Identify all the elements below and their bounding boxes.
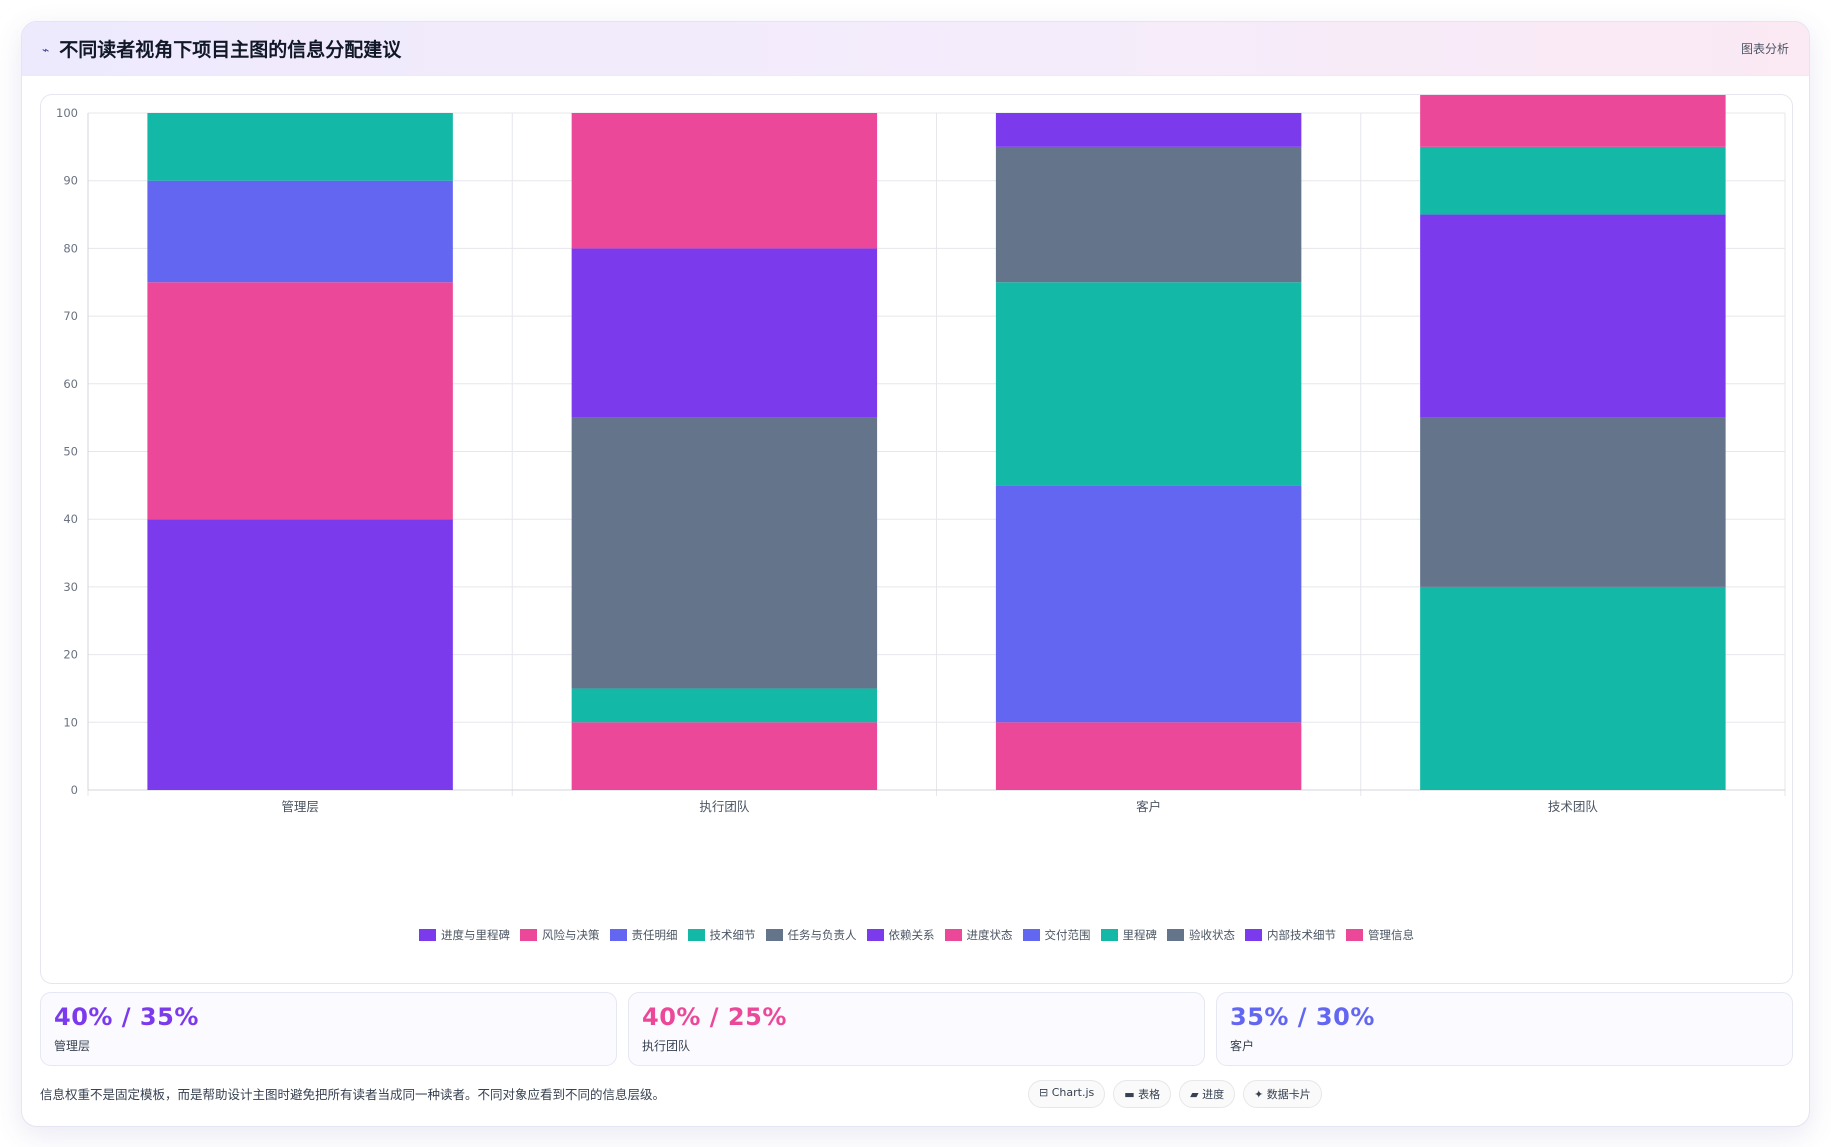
stat-value: 40% / 35% (54, 1003, 199, 1031)
bar-segment (1420, 417, 1726, 587)
bar-segment (995, 282, 1302, 486)
y-tick-label: 50 (63, 445, 78, 459)
legend-swatch (609, 929, 627, 941)
bar-segment (1420, 95, 1726, 147)
bar-segment (1420, 586, 1726, 790)
stat-value: 35% / 30% (1230, 1003, 1375, 1031)
legend-label: 管理信息 (1368, 928, 1414, 942)
y-tick-label: 10 (63, 715, 78, 729)
chart-container: 0 10 20 30 40 50 60 70 80 90 100 管理层 执行团队 客户 技术团队 进度与里… (40, 94, 1793, 984)
y-tick-label: 40 (63, 512, 78, 526)
legend-swatch (1346, 929, 1363, 941)
legend-swatch (419, 929, 436, 941)
y-tick-label: 60 (63, 377, 78, 391)
legend-item[interactable]: 里程碑 (1100, 927, 1158, 943)
legend-item[interactable]: 技术细节 (687, 927, 756, 943)
legend-label: 验收状态 (1189, 928, 1235, 942)
legend-swatch (1022, 929, 1040, 941)
legend-swatch (765, 929, 783, 941)
legend-item[interactable]: 依赖关系 (866, 927, 935, 943)
legend-swatch (944, 929, 962, 941)
legend-swatch (1245, 929, 1262, 941)
stat-card: 40% / 25% 执行团队 (628, 992, 1205, 1066)
x-tick-label: 执行团队 (699, 799, 750, 814)
legend-swatch (866, 929, 884, 941)
legend-label: 里程碑 (1122, 928, 1158, 942)
stat-card: 35% / 30% 客户 (1216, 992, 1793, 1066)
legend-label: 进度状态 (966, 928, 1013, 942)
bar-segment (995, 113, 1302, 147)
header-tag[interactable]: 图表分析 (1740, 42, 1789, 56)
bar-segment (571, 417, 878, 689)
footer-chip[interactable]: ✦ 数据卡片 (1243, 1080, 1322, 1108)
x-tick-label: 管理层 (281, 799, 319, 814)
legend-label: 技术细节 (709, 928, 756, 942)
bar-segment (995, 146, 1302, 283)
y-tick-label: 90 (63, 174, 78, 188)
legend-label: 任务与负责人 (787, 928, 857, 942)
bar-segment (1420, 146, 1726, 215)
y-tick-label: 20 (63, 648, 78, 662)
bar-segment (571, 113, 878, 249)
y-tick-label: 30 (63, 580, 78, 594)
legend-item[interactable]: 进度与里程碑 (419, 927, 510, 943)
legend-label: 内部技术细节 (1267, 928, 1336, 942)
legend-label: 进度与里程碑 (441, 928, 510, 942)
legend-swatch (1100, 929, 1118, 941)
legend-item[interactable]: 风险与决策 (520, 927, 600, 943)
bar-segment (571, 722, 878, 790)
bar-segment (147, 519, 453, 790)
chart-card: ⌁ 不同读者视角下项目主图的信息分配建议 图表分析 0 10 20 30 40 50 60 7… (21, 21, 1810, 1127)
chart-line-icon: ⌁ (42, 42, 50, 57)
y-tick-label: 0 (71, 783, 78, 797)
stat-value: 40% / 25% (642, 1003, 787, 1031)
y-tick-label: 80 (63, 241, 78, 255)
footer-chips: ⊟ Chart.js ▬ 表格 ▰ 进度 ✦ 数据卡片 (1028, 1080, 1322, 1108)
legend-label: 责任明细 (631, 928, 678, 942)
bar-segment (147, 180, 453, 283)
legend-item[interactable]: 验收状态 (1167, 927, 1235, 943)
footer-chip[interactable]: ▰ 进度 (1179, 1080, 1236, 1108)
stat-label: 执行团队 (642, 1039, 691, 1053)
legend-item[interactable]: 内部技术细节 (1245, 927, 1336, 943)
legend-item[interactable]: 责任明细 (609, 927, 678, 943)
stat-label: 管理层 (54, 1039, 91, 1053)
bar-segment (995, 722, 1302, 790)
bar-segment (147, 113, 453, 181)
stat-card: 40% / 35% 管理层 (40, 992, 617, 1066)
footer: 信息权重不是固定模板，而是帮助设计主图时避免把所有读者当成同一种读者。不同对象应… (40, 1076, 1793, 1112)
legend-item[interactable]: 任务与负责人 (765, 927, 857, 943)
y-tick-label: 70 (63, 309, 78, 323)
bar-segment (571, 688, 878, 723)
legend-swatch (687, 929, 705, 941)
legend-swatch (520, 929, 537, 941)
stats-row: 40% / 35% 管理层 40% / 25% 执行团队 35% / 30% 客户 (40, 992, 1793, 1066)
legend-item[interactable]: 管理信息 (1346, 927, 1414, 943)
x-tick-label: 技术团队 (1548, 799, 1599, 814)
bar-segment (1420, 214, 1726, 418)
stat-label: 客户 (1230, 1039, 1255, 1053)
legend-item[interactable]: 进度状态 (944, 927, 1013, 943)
chart-legend: 进度与里程碑 风险与决策 责任明细 技术细节 任务与负责人 依赖关系 进度状态 交付范围 里程碑… (41, 927, 1792, 943)
legend-item[interactable]: 交付范围 (1022, 927, 1091, 943)
stacked-bar-chart: 0 10 20 30 40 50 60 70 80 90 100 管理层 执行团队 客户 技术团队 (56, 95, 1786, 814)
bar-segment (147, 282, 453, 520)
page-title: 不同读者视角下项目主图的信息分配建议 (59, 39, 402, 61)
legend-label: 交付范围 (1044, 928, 1091, 942)
legend-label: 风险与决策 (542, 928, 600, 942)
bar-segment (571, 248, 878, 418)
legend-swatch (1167, 929, 1184, 941)
footer-note: 信息权重不是固定模板，而是帮助设计主图时避免把所有读者当成同一种读者。不同对象应… (40, 1087, 666, 1102)
footer-chip[interactable]: ▬ 表格 (1113, 1080, 1172, 1108)
bar-segment (995, 485, 1302, 723)
x-tick-label: 客户 (1136, 799, 1161, 814)
footer-chip[interactable]: ⊟ Chart.js (1028, 1080, 1106, 1108)
y-tick-label: 100 (56, 106, 78, 120)
card-header: ⌁ 不同读者视角下项目主图的信息分配建议 图表分析 (22, 22, 1809, 76)
legend-label: 依赖关系 (888, 928, 935, 942)
